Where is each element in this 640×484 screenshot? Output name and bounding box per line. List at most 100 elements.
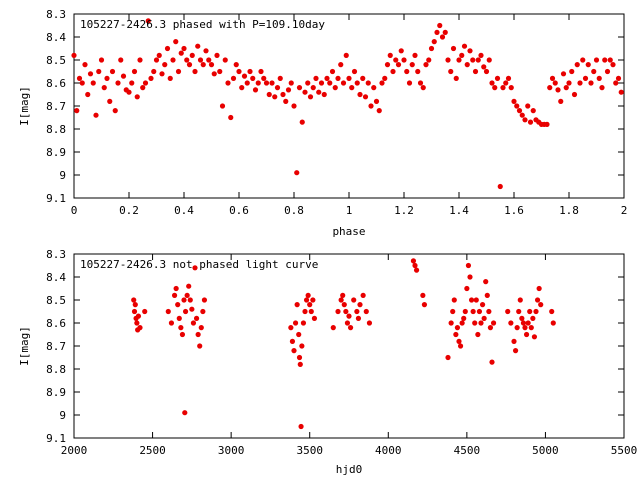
data-point [534,297,541,303]
data-point [340,292,346,298]
data-point [519,112,525,118]
data-point [487,325,494,331]
data-point [289,338,296,344]
data-point [182,410,188,416]
data-point [538,302,544,308]
data-point [115,80,121,86]
data-point [197,57,204,63]
data-point [299,343,305,349]
data-point [198,325,204,331]
top-data-points [71,18,624,190]
data-point [181,45,187,52]
data-point [483,279,489,285]
data-point [134,94,140,100]
y-tick-label: 8.6 [46,77,66,90]
data-point [164,45,171,52]
data-point [190,320,197,326]
data-point [296,85,303,91]
data-point [420,85,426,91]
data-point [558,98,564,104]
x-tick-label: 1.4 [449,204,469,217]
x-tick-label: 1.2 [394,204,414,217]
data-point [514,325,520,331]
bottom-x-axis-label: hjd0 [336,463,363,476]
data-point [283,98,289,104]
data-point [292,320,299,326]
data-point [338,62,344,68]
data-point [456,338,462,344]
data-point [211,71,217,77]
y-tick-label: 8.9 [46,386,66,399]
y-tick-label: 9.1 [46,432,66,445]
x-tick-label: 5000 [532,444,559,457]
data-point [439,34,446,40]
data-point [462,308,468,315]
data-point [241,73,248,79]
data-point [580,57,586,63]
y-tick-label: 8.3 [46,8,66,21]
data-point [338,297,344,303]
data-point [464,285,470,292]
top-y-axis-label: I[mag] [18,86,31,126]
data-point [303,297,310,303]
top-plot-frame [73,13,625,199]
y-tick-label: 8.8 [46,363,66,376]
data-point [489,80,495,86]
data-point [371,85,377,91]
data-point [489,359,495,365]
data-point [512,348,519,354]
data-point [445,57,451,63]
y-tick-label: 9 [59,409,66,422]
x-tick-label: 0.6 [229,204,249,217]
data-point [142,80,149,86]
data-point [145,18,151,24]
data-point [453,75,459,81]
data-point [82,62,88,68]
data-point [156,52,162,59]
data-point [423,62,429,68]
bottom-chart-title: 105227-2426.3 not phased light curve [80,258,318,271]
data-point [297,361,303,367]
data-point [470,57,476,63]
data-point [604,68,611,75]
data-point [550,320,556,326]
data-point [206,57,212,63]
data-point [457,343,464,349]
data-point [192,68,198,75]
data-point [494,75,501,81]
data-point [514,103,520,109]
data-point [288,325,294,331]
data-point [456,57,462,63]
data-point [258,68,264,75]
data-point [467,48,473,54]
data-point [401,57,407,63]
data-point [294,170,300,176]
data-point [296,331,302,338]
data-point [478,52,484,59]
data-point [527,119,534,125]
data-point [228,114,234,121]
y-tick-label: 9 [59,169,66,182]
data-point [596,75,602,81]
x-tick-label: 2000 [61,444,88,457]
data-point [346,75,352,81]
data-point [302,89,308,95]
data-point [351,68,358,75]
data-point [178,325,184,331]
data-point [530,108,536,114]
data-point [291,348,297,354]
data-point [528,325,534,331]
data-point [189,52,195,59]
y-tick-label: 8.7 [46,100,66,113]
data-point [461,43,468,49]
data-point [173,39,179,45]
data-point [131,308,138,315]
bottom-data-points [131,258,556,430]
data-point [96,68,102,75]
data-point [360,75,366,81]
top-y-tick-labels: 8.3 8.4 8.5 8.6 8.7 8.8 8.9 9 9.1 [46,8,66,205]
data-point [412,52,418,59]
data-point [335,75,341,81]
data-point [252,87,259,93]
data-point [467,274,473,280]
